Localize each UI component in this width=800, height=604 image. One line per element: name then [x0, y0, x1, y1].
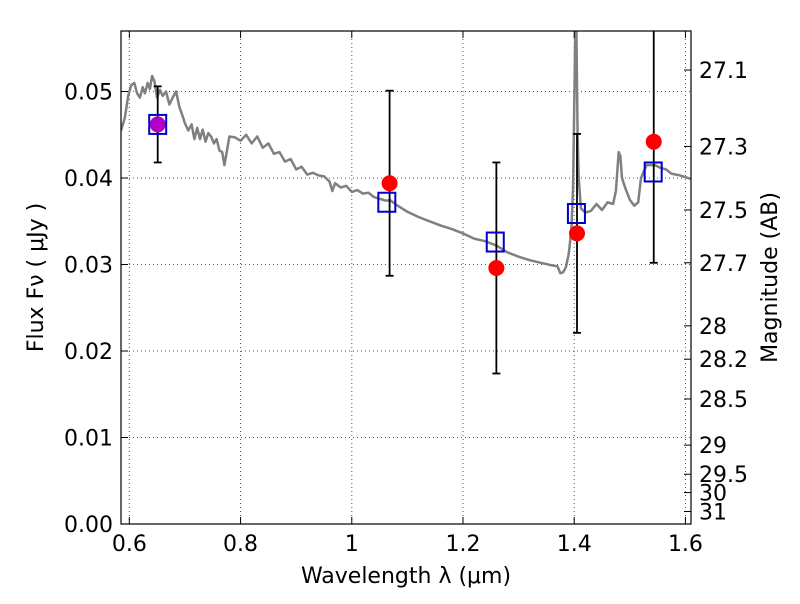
mag-tick-label: 28.2 [699, 348, 748, 373]
mag-tick-label: 30 [699, 482, 727, 507]
x-tick-label: 1.6 [668, 532, 703, 557]
y-axis-right-title: Magnitude (AB) [758, 192, 783, 363]
mag-tick-label: 28 [699, 315, 727, 340]
x-tick-label: 0.6 [112, 532, 147, 557]
x-axis-title: Wavelength λ (μm) [301, 564, 511, 589]
observed-point [381, 175, 398, 192]
model-band-marker [377, 191, 397, 213]
mag-tick-label: 28.5 [699, 388, 748, 413]
y-tick-label: 0.02 [64, 340, 113, 365]
grid [121, 31, 691, 525]
x-tick-label: 1 [345, 532, 359, 557]
model-band-markers [148, 113, 663, 253]
errorbars [153, 31, 658, 375]
observed-point [645, 133, 662, 150]
mag-tick-label: 29 [699, 434, 727, 459]
model-spectrum-series [121, 31, 691, 275]
mag-tick-label: 27.3 [699, 135, 748, 160]
y-axis-left-title: Flux Fν ( μJy ) [24, 203, 49, 352]
model-band-marker [566, 202, 586, 224]
model-band-marker [643, 161, 663, 183]
observed-point [149, 116, 166, 133]
mag-tick-label: 27.7 [699, 252, 748, 277]
mag-tick-label: 31 [699, 500, 727, 525]
y-tick-label: 0.05 [64, 81, 113, 106]
mag-tick-label: 27.5 [699, 199, 748, 224]
y-tick-label: 0.00 [64, 513, 113, 538]
y-tick-label: 0.03 [64, 254, 113, 279]
model-band-marker [148, 113, 168, 135]
observed-point [488, 259, 505, 276]
observed-point [569, 225, 585, 242]
y-tick-label: 0.04 [64, 167, 113, 192]
x-tick-label: 1.2 [446, 532, 481, 557]
observed-points [149, 116, 662, 276]
plot-frame [120, 30, 692, 525]
x-axis: 0.6 0.8 1 1.2 1.4 1.6 [112, 31, 703, 557]
x-tick-label: 1.4 [557, 532, 592, 557]
mag-tick-label: 27.1 [699, 59, 748, 84]
model-band-marker [485, 231, 505, 253]
y-tick-label: 0.01 [64, 427, 113, 452]
x-tick-label: 0.8 [223, 532, 258, 557]
model-spectrum-line [121, 31, 691, 275]
mag-tick-label: 29.5 [699, 463, 748, 488]
y-axis-left: 0.00 0.01 0.02 0.03 0.04 0.05 [64, 81, 128, 538]
